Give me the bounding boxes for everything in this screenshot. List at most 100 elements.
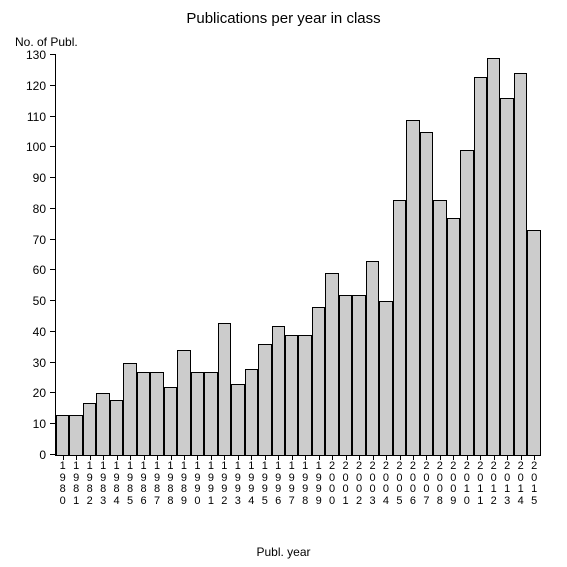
x-tick-labels: 1980198119821983198419851986198719881989… (56, 461, 541, 507)
x-tick-label: 1985 (123, 461, 136, 507)
x-tick-label: 1981 (69, 461, 82, 507)
x-tick (359, 455, 360, 460)
x-tick-label: 1992 (218, 461, 231, 507)
x-tick-label: 1993 (231, 461, 244, 507)
y-tick-label: 40 (33, 325, 46, 339)
y-tick (50, 423, 56, 424)
bar (500, 98, 513, 455)
x-tick-label: 2013 (500, 461, 513, 507)
y-tick (50, 392, 56, 393)
x-tick (211, 455, 212, 460)
y-tick-label: 80 (33, 202, 46, 216)
x-tick-label: 2010 (460, 461, 473, 507)
x-tick-label: 2012 (487, 461, 500, 507)
x-tick (76, 455, 77, 460)
bar (447, 218, 460, 455)
y-tick-label: 70 (33, 233, 46, 247)
x-tick (494, 455, 495, 460)
y-tick (50, 146, 56, 147)
bar (366, 261, 379, 455)
bar (406, 120, 419, 455)
x-tick (373, 455, 374, 460)
bar (474, 77, 487, 455)
y-tick-label: 50 (33, 294, 46, 308)
x-tick (440, 455, 441, 460)
bar (137, 372, 150, 455)
x-tick (171, 455, 172, 460)
x-tick-label: 1991 (204, 461, 217, 507)
bar (339, 295, 352, 455)
y-axis-label: No. of Publ. (15, 35, 78, 49)
x-tick-label: 2005 (393, 461, 406, 507)
x-tick (332, 455, 333, 460)
x-tick (224, 455, 225, 460)
plot-area: 1980198119821983198419851986198719881989… (55, 55, 541, 456)
x-tick-label: 1999 (312, 461, 325, 507)
x-tick (426, 455, 427, 460)
x-tick (103, 455, 104, 460)
bar (420, 132, 433, 455)
x-tick (480, 455, 481, 460)
x-tick (144, 455, 145, 460)
x-tick (251, 455, 252, 460)
x-tick (292, 455, 293, 460)
x-tick (319, 455, 320, 460)
bar (460, 150, 473, 455)
bar (69, 415, 82, 455)
bars-group (56, 55, 541, 455)
y-tick (50, 54, 56, 55)
x-tick (534, 455, 535, 460)
x-tick-label: 1996 (272, 461, 285, 507)
chart-container: Publications per year in class No. of Pu… (0, 0, 567, 567)
x-tick-label: 1997 (285, 461, 298, 507)
y-tick (50, 300, 56, 301)
bar (312, 307, 325, 455)
x-tick-label: 2003 (366, 461, 379, 507)
x-tick-label: 1998 (298, 461, 311, 507)
x-tick-label: 2008 (433, 461, 446, 507)
x-tick (238, 455, 239, 460)
bar (514, 73, 527, 455)
y-tick-label: 20 (33, 386, 46, 400)
bar (164, 387, 177, 455)
bar (123, 363, 136, 455)
x-tick-label: 2014 (514, 461, 527, 507)
bar (285, 335, 298, 455)
y-tick (50, 177, 56, 178)
bar (258, 344, 271, 455)
bar (204, 372, 217, 455)
y-tick-label: 130 (26, 48, 46, 62)
x-tick (278, 455, 279, 460)
x-tick (184, 455, 185, 460)
chart-title: Publications per year in class (0, 10, 567, 27)
bar (379, 301, 392, 455)
x-tick (507, 455, 508, 460)
bar (245, 369, 258, 455)
y-tick-label: 30 (33, 356, 46, 370)
x-tick-label: 1994 (245, 461, 258, 507)
bar (272, 326, 285, 455)
x-tick-label: 1989 (177, 461, 190, 507)
x-tick (305, 455, 306, 460)
x-tick-label: 2007 (420, 461, 433, 507)
bar (298, 335, 311, 455)
x-tick-label: 2011 (474, 461, 487, 507)
bar (527, 230, 540, 455)
y-tick (50, 116, 56, 117)
x-tick-label: 2000 (325, 461, 338, 507)
x-tick (413, 455, 414, 460)
x-tick-label: 2015 (527, 461, 540, 507)
y-tick (50, 454, 56, 455)
x-tick (386, 455, 387, 460)
x-tick-label: 1987 (150, 461, 163, 507)
y-tick (50, 239, 56, 240)
bar (150, 372, 163, 455)
bar (177, 350, 190, 455)
y-tick-label: 10 (33, 417, 46, 431)
x-tick-label: 1990 (191, 461, 204, 507)
y-tick (50, 269, 56, 270)
x-tick-label: 1984 (110, 461, 123, 507)
y-tick-label: 90 (33, 171, 46, 185)
bar (487, 58, 500, 455)
bar (56, 415, 69, 455)
